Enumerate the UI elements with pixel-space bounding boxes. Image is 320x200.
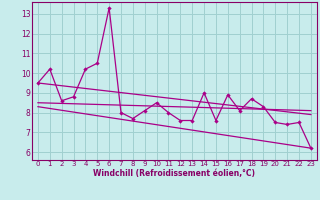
X-axis label: Windchill (Refroidissement éolien,°C): Windchill (Refroidissement éolien,°C) [93,169,255,178]
